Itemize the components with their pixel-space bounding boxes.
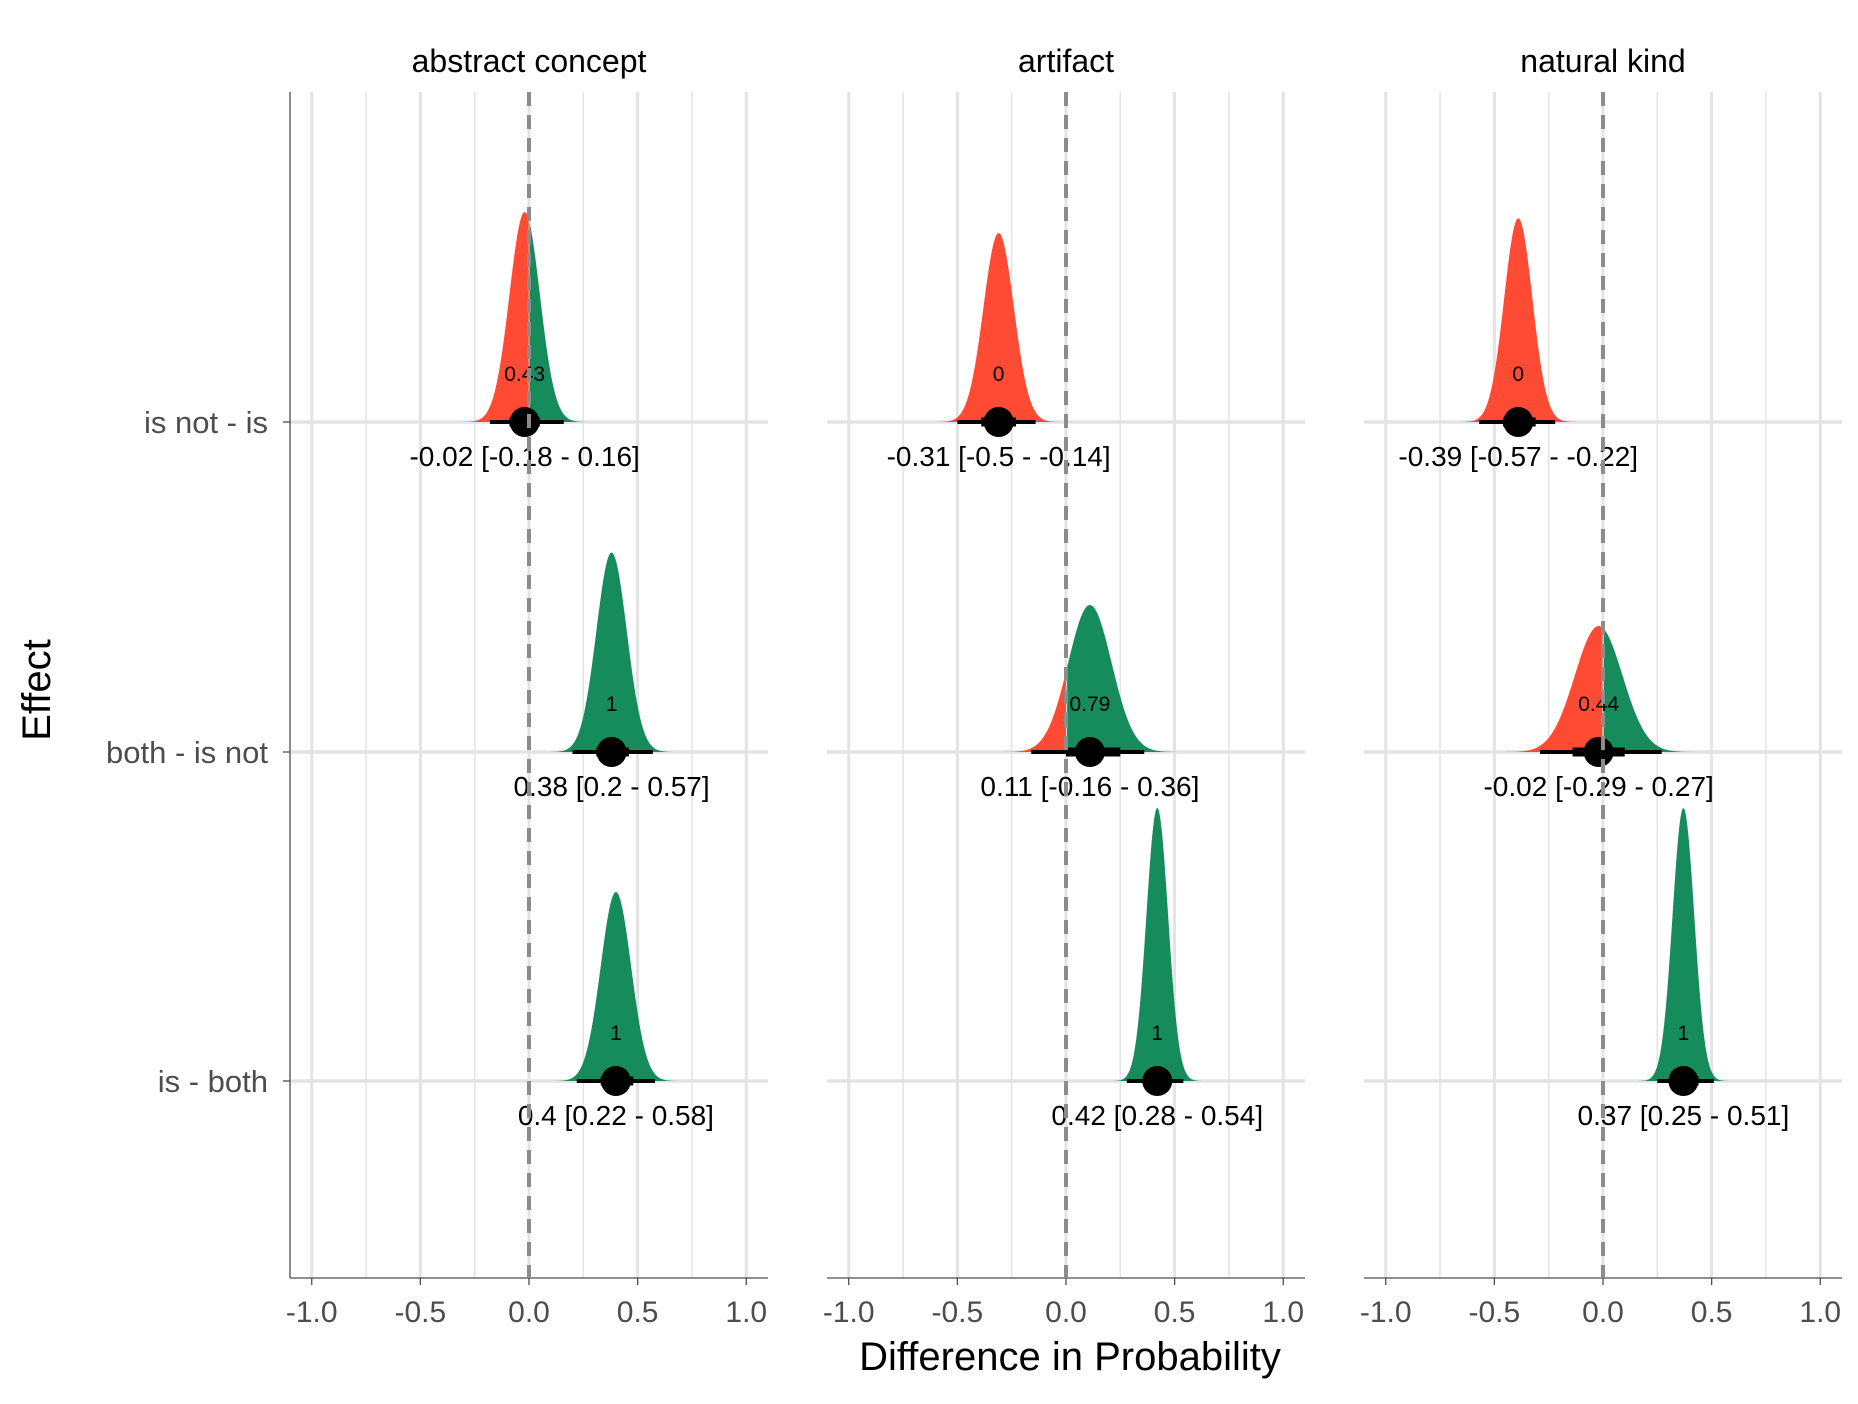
density-positive: [1111, 808, 1203, 1081]
median-point: [596, 737, 627, 767]
facet-panel: abstract concept -1.0 -0.5 0.0 0.5 1.0 is not …: [106, 43, 768, 1329]
x-tick-label: -0.5: [395, 1296, 447, 1329]
x-tick-label: -1.0: [823, 1296, 875, 1329]
density-negative: [934, 233, 1063, 422]
x-tick-label: 1.0: [1799, 1296, 1841, 1329]
x-tick-label: -0.5: [932, 1296, 984, 1329]
median-point: [1503, 407, 1534, 437]
x-tick-label: 1.0: [725, 1296, 767, 1329]
median-point: [1583, 737, 1614, 767]
x-tick-label: -1.0: [1360, 1296, 1412, 1329]
x-axis-title: Difference in Probability: [859, 1335, 1281, 1379]
interval-label: -0.02 [-0.29 - 0.27]: [1483, 771, 1713, 802]
density-negative: [1458, 218, 1578, 422]
interval-label: 0.38 [0.2 - 0.57]: [513, 771, 709, 802]
x-tick-label: 0.0: [508, 1296, 550, 1329]
x-tick-label: 0.0: [1582, 1296, 1624, 1329]
y-axis-title: Effect: [15, 639, 59, 741]
interval-label: -0.39 [-0.57 - -0.22]: [1398, 441, 1638, 472]
interval-label: 0.37 [0.25 - 0.51]: [1578, 1100, 1790, 1131]
median-point: [983, 407, 1014, 437]
interval-label: -0.02 [-0.18 - 0.16]: [409, 441, 639, 472]
facet-title: natural kind: [1520, 43, 1685, 79]
median-point: [600, 1066, 631, 1096]
facet-panels: abstract concept -1.0 -0.5 0.0 0.5 1.0 is not …: [106, 43, 1842, 1329]
prob-label: 0: [993, 363, 1005, 386]
density-negative: [460, 212, 529, 422]
density-positive: [1067, 605, 1182, 752]
interval-label: 0.4 [0.22 - 0.58]: [518, 1100, 714, 1131]
interval-label: -0.31 [-0.5 - -0.14]: [887, 441, 1111, 472]
facet-panel: natural kind -1.0 -0.5 0.0 0.5 1.0 0 -0.39 [-0.…: [1360, 43, 1842, 1329]
prob-label: 0.79: [1069, 693, 1110, 716]
density-positive: [529, 222, 589, 422]
median-point: [1074, 737, 1105, 767]
density-negative: [998, 671, 1066, 752]
interval-label: 0.11 [-0.16 - 0.36]: [980, 771, 1199, 802]
x-tick-label: -0.5: [1469, 1296, 1521, 1329]
x-tick-label: 0.5: [1154, 1296, 1196, 1329]
density-positive: [1637, 808, 1730, 1081]
facet-title: abstract concept: [412, 43, 647, 79]
x-tick-label: 1.0: [1262, 1296, 1304, 1329]
median-point: [509, 407, 540, 437]
facet-panel: artifact -1.0 -0.5 0.0 0.5 1.0 0 -0.31 [-0.5 - …: [823, 43, 1305, 1329]
y-tick-label: is - both: [158, 1064, 268, 1099]
density-negative: [1498, 626, 1603, 752]
prob-label: 0.44: [1578, 693, 1619, 716]
x-tick-label: 0.5: [617, 1296, 659, 1329]
median-point: [1668, 1066, 1699, 1096]
density-positive: [547, 552, 676, 752]
prob-label: 1: [1678, 1022, 1690, 1045]
x-tick-label: -1.0: [286, 1296, 338, 1329]
prob-label: 0.43: [504, 363, 545, 386]
x-tick-label: 0.0: [1045, 1296, 1087, 1329]
interval-label: 0.42 [0.28 - 0.54]: [1051, 1100, 1263, 1131]
median-point: [1142, 1066, 1173, 1096]
y-tick-label: is not - is: [144, 405, 268, 440]
x-tick-label: 0.5: [1691, 1296, 1733, 1329]
prob-label: 1: [610, 1022, 622, 1045]
prob-label: 1: [1151, 1022, 1163, 1045]
prob-label: 0: [1512, 363, 1524, 386]
y-tick-label: both - is not: [106, 735, 268, 770]
facet-title: artifact: [1018, 43, 1114, 79]
prob-label: 1: [606, 693, 618, 716]
density-positive: [552, 892, 680, 1081]
density-positive: [1603, 628, 1700, 752]
